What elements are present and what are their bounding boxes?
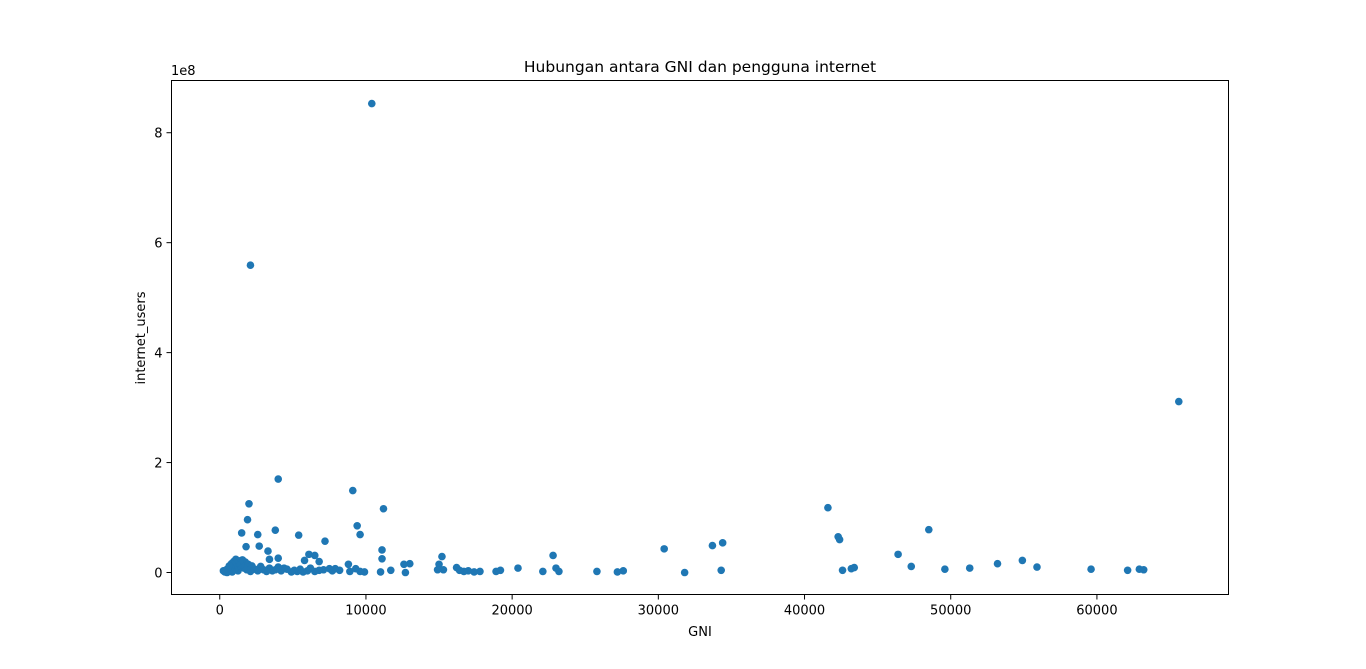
scatter-point	[619, 567, 628, 575]
scatter-point	[379, 504, 388, 513]
scatter-point	[346, 567, 354, 576]
data-points	[219, 99, 1183, 577]
scatter-point	[1033, 563, 1041, 571]
scatter-point	[264, 547, 272, 555]
scatter-point	[941, 565, 949, 574]
scatter-point	[242, 542, 250, 551]
scatter-point	[386, 566, 395, 575]
scatter-point	[1087, 565, 1095, 574]
scatter-point	[838, 566, 847, 575]
scatter-point	[555, 567, 563, 576]
scatter-point	[376, 568, 385, 576]
scatter-point	[470, 568, 478, 576]
scatter-point	[274, 475, 283, 483]
scatter-point	[246, 261, 255, 270]
scatter-point	[353, 521, 361, 530]
scatter-point	[237, 529, 246, 537]
scatter-point	[245, 499, 253, 508]
plot-frame	[171, 80, 1229, 595]
scatter-point	[265, 555, 274, 564]
x-tick-label: 20000	[491, 604, 532, 619]
scatter-point	[438, 552, 446, 561]
scatter-point	[271, 526, 280, 534]
scatter-point	[300, 556, 309, 565]
y-offset-label: 1e8	[171, 64, 196, 79]
scatter-point	[356, 530, 364, 539]
y-tick-label: 2	[154, 457, 162, 472]
scatter-point	[708, 541, 717, 550]
scatter-point	[344, 560, 353, 569]
scatter-point	[514, 564, 522, 572]
y-tick-label: 0	[154, 567, 162, 582]
scatter-point	[1018, 556, 1027, 565]
scatter-point	[835, 535, 844, 544]
scatter-point	[1123, 566, 1132, 575]
y-tick-label: 6	[154, 237, 162, 252]
x-tick-label: 50000	[930, 604, 971, 619]
x-axis-ticks: 0 10000 20000 30000 40000 50000 60000	[216, 594, 1118, 619]
scatter-point	[321, 537, 329, 545]
scatter-point	[310, 551, 319, 560]
scatter-point	[378, 554, 386, 563]
scatter-point	[255, 542, 264, 550]
scatter-point	[660, 545, 668, 553]
scatter-point	[907, 562, 916, 571]
scatter-point	[924, 525, 933, 534]
scatter-point	[305, 550, 313, 559]
y-tick-label: 4	[154, 347, 162, 362]
scatter-point	[847, 564, 856, 573]
scatter-point	[492, 567, 500, 576]
scatter-point	[253, 530, 262, 539]
scatter-point	[367, 99, 376, 108]
scatter-point	[965, 564, 974, 572]
x-axis-label: GNI	[688, 625, 712, 640]
x-tick-label: 60000	[1076, 604, 1117, 619]
scatter-point	[219, 567, 228, 575]
scatter-point	[351, 564, 360, 573]
scatter-point	[549, 551, 557, 560]
scatter-point	[993, 559, 1002, 568]
y-axis-label: internet_users	[134, 291, 149, 384]
scatter-point	[315, 557, 323, 566]
scatter-point	[824, 503, 832, 512]
scatter-point	[476, 567, 484, 576]
scatter-point	[406, 559, 414, 568]
scatter-point	[294, 531, 303, 539]
scatter-point	[680, 568, 689, 577]
scatter-point	[348, 486, 357, 495]
y-axis-ticks: 0 2 4 6 8	[154, 127, 172, 582]
scatter-point	[401, 568, 410, 577]
scatter-point	[894, 550, 902, 559]
x-tick-label: 0	[216, 604, 224, 619]
x-tick-label: 10000	[345, 604, 386, 619]
scatter-point	[378, 546, 386, 554]
scatter-point	[439, 565, 448, 574]
scatter-point	[717, 566, 725, 575]
scatter-point	[400, 560, 408, 569]
scatter-point	[433, 565, 442, 574]
scatter-point	[1174, 397, 1183, 406]
scatter-point	[243, 515, 252, 524]
x-tick-label: 40000	[784, 604, 825, 619]
scatter-point	[539, 567, 547, 576]
scatter-point	[325, 564, 334, 573]
scatter-point	[718, 539, 727, 547]
scatter-point	[1139, 565, 1148, 574]
chart-title: Hubungan antara GNI dan pengguna interne…	[524, 58, 876, 76]
x-tick-label: 30000	[638, 604, 679, 619]
scatter-point	[455, 566, 464, 575]
scatter-point	[274, 554, 283, 563]
scatter-point	[593, 567, 601, 576]
scatter-point	[613, 568, 622, 576]
y-tick-label: 8	[154, 127, 162, 142]
